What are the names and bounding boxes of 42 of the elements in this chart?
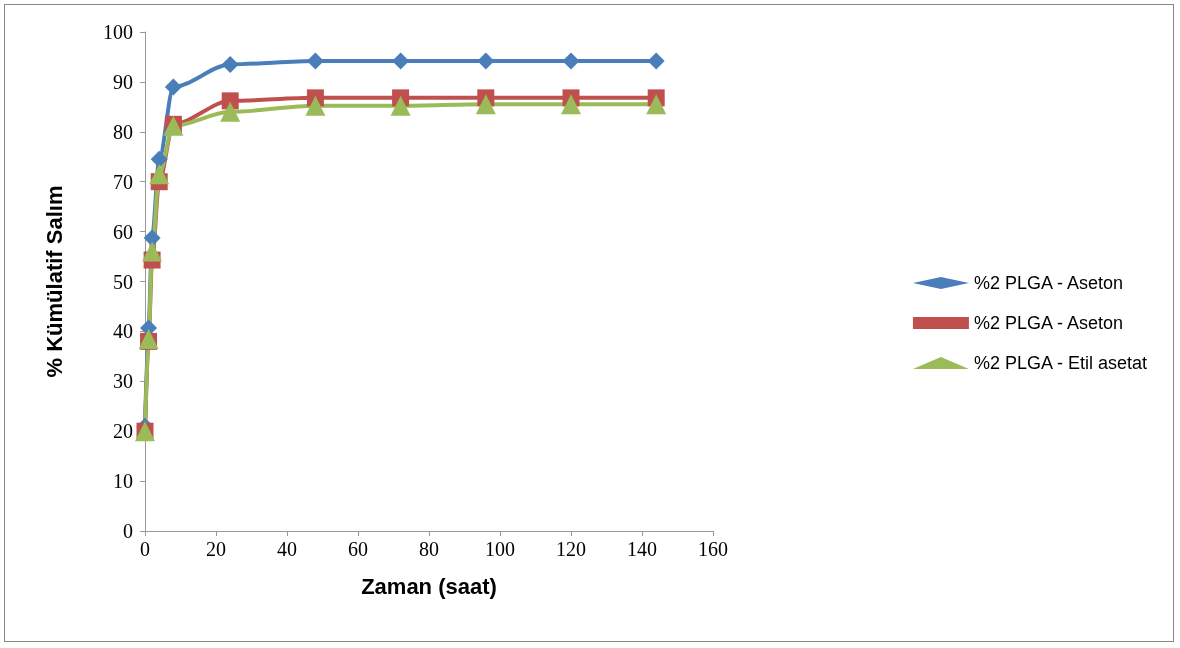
x-axis-title: Zaman (saat) [361, 573, 497, 599]
y-tick-label: 30 [113, 370, 133, 393]
y-tick-label: 60 [113, 220, 133, 243]
point [647, 52, 665, 70]
point [149, 164, 170, 185]
point [390, 95, 411, 116]
y-tick-label: 20 [113, 420, 133, 443]
x-tick-label: 140 [627, 538, 657, 560]
y-tick-label: 80 [113, 120, 133, 143]
y-tick-label: 90 [113, 70, 133, 93]
y-tick-label: 100 [103, 21, 133, 43]
point [562, 52, 580, 70]
x-tick-label: 80 [419, 538, 439, 560]
y-tick-label: 0 [123, 520, 133, 542]
x-tick-label: 160 [698, 538, 728, 560]
point [475, 94, 496, 115]
x-tick-label: 60 [348, 538, 368, 560]
y-axis-title: % Kümülatif Salım [41, 185, 67, 378]
point [221, 55, 239, 73]
y-tick-label: 50 [113, 270, 133, 293]
point [164, 78, 182, 96]
x-tick-label: 120 [556, 538, 586, 560]
legend-label: %2 PLGA - Aseton [973, 313, 1124, 333]
point [561, 94, 581, 115]
x-tick-label: 40 [277, 538, 297, 560]
legend-label: %2 PLGA - Aseton [973, 273, 1124, 293]
legend-label: %2 PLGA - Etil asetat [973, 353, 1148, 373]
point [220, 101, 241, 122]
x-tick-label: 0 [140, 538, 150, 560]
point [142, 241, 163, 262]
y-tick-label: 40 [113, 320, 133, 343]
point [150, 150, 168, 168]
point [477, 52, 495, 70]
x-tick-label: 100 [485, 538, 515, 560]
x-tick-label: 20 [206, 538, 226, 560]
point [306, 52, 324, 70]
point [646, 94, 667, 115]
point [305, 95, 326, 116]
point [221, 92, 239, 110]
y-tick-label: 70 [113, 170, 133, 193]
point [143, 229, 161, 247]
y-tick-label: 10 [113, 470, 133, 493]
